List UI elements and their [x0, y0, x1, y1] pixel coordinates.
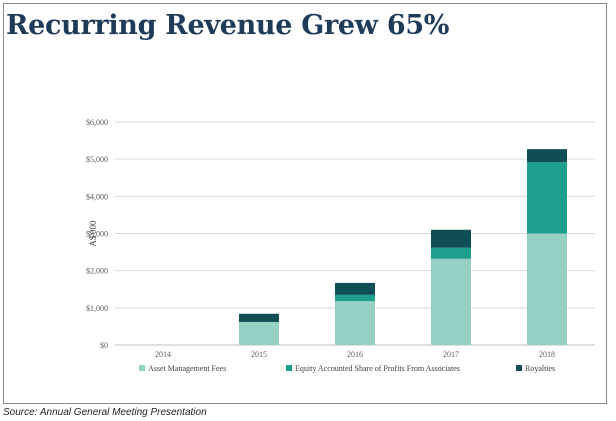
- y-tick-label: $1,000: [86, 304, 108, 313]
- bar-segment-2-2016: [335, 282, 375, 295]
- x-tick-label: 2018: [539, 350, 555, 359]
- bar-segment-1-2017: [431, 247, 471, 259]
- bar-segment-2-2017: [431, 229, 471, 248]
- chart-title: Recurring Revenue Grew 65%: [6, 10, 450, 41]
- gridlines: [115, 121, 595, 346]
- bar-segment-2-2015: [239, 313, 279, 322]
- legend-swatch-1: [286, 365, 292, 371]
- bars: [239, 149, 567, 345]
- bar-segment-0-2017: [431, 258, 471, 345]
- x-tick-label: 2017: [443, 350, 459, 359]
- legend-swatch-2: [516, 365, 522, 371]
- y-tick-label: $5,000: [86, 155, 108, 164]
- y-tick-label: $3,000: [86, 230, 108, 239]
- bar-segment-1-2016: [335, 294, 375, 302]
- bar-segment-0-2016: [335, 301, 375, 345]
- y-tick-label: $6,000: [86, 118, 108, 127]
- y-tick-label: $2,000: [86, 267, 108, 276]
- x-tick-labels: 2014 2015 2016 2017 2018: [155, 350, 555, 359]
- y-tick-label: $4,000: [86, 192, 108, 201]
- legend-label-0: Asset Management Fees: [148, 364, 226, 373]
- legend-label-2: Royalties: [525, 364, 555, 373]
- legend-swatch-0: [139, 365, 145, 371]
- bar-segment-1-2018: [527, 162, 567, 234]
- y-tick-label: $0: [100, 341, 108, 350]
- bar-segment-0-2018: [527, 233, 567, 345]
- y-axis-label: A$'000: [88, 220, 98, 247]
- y-tick-labels: $0 $1,000 $2,000 $3,000 $4,000 $5,000 $6,000: [86, 118, 108, 350]
- source-note: Source: Annual General Meeting Presentat…: [3, 407, 207, 418]
- x-tick-label: 2015: [251, 350, 267, 359]
- x-tick-label: 2016: [347, 350, 363, 359]
- chart-frame: [3, 3, 607, 404]
- legend-label-1: Equity Accounted Share of Profits From A…: [295, 364, 460, 373]
- bar-segment-0-2015: [239, 321, 279, 345]
- bar-segment-2-2018: [527, 149, 567, 163]
- legend: Asset Management Fees Equity Accounted Sh…: [139, 364, 555, 373]
- x-tick-label: 2014: [155, 350, 171, 359]
